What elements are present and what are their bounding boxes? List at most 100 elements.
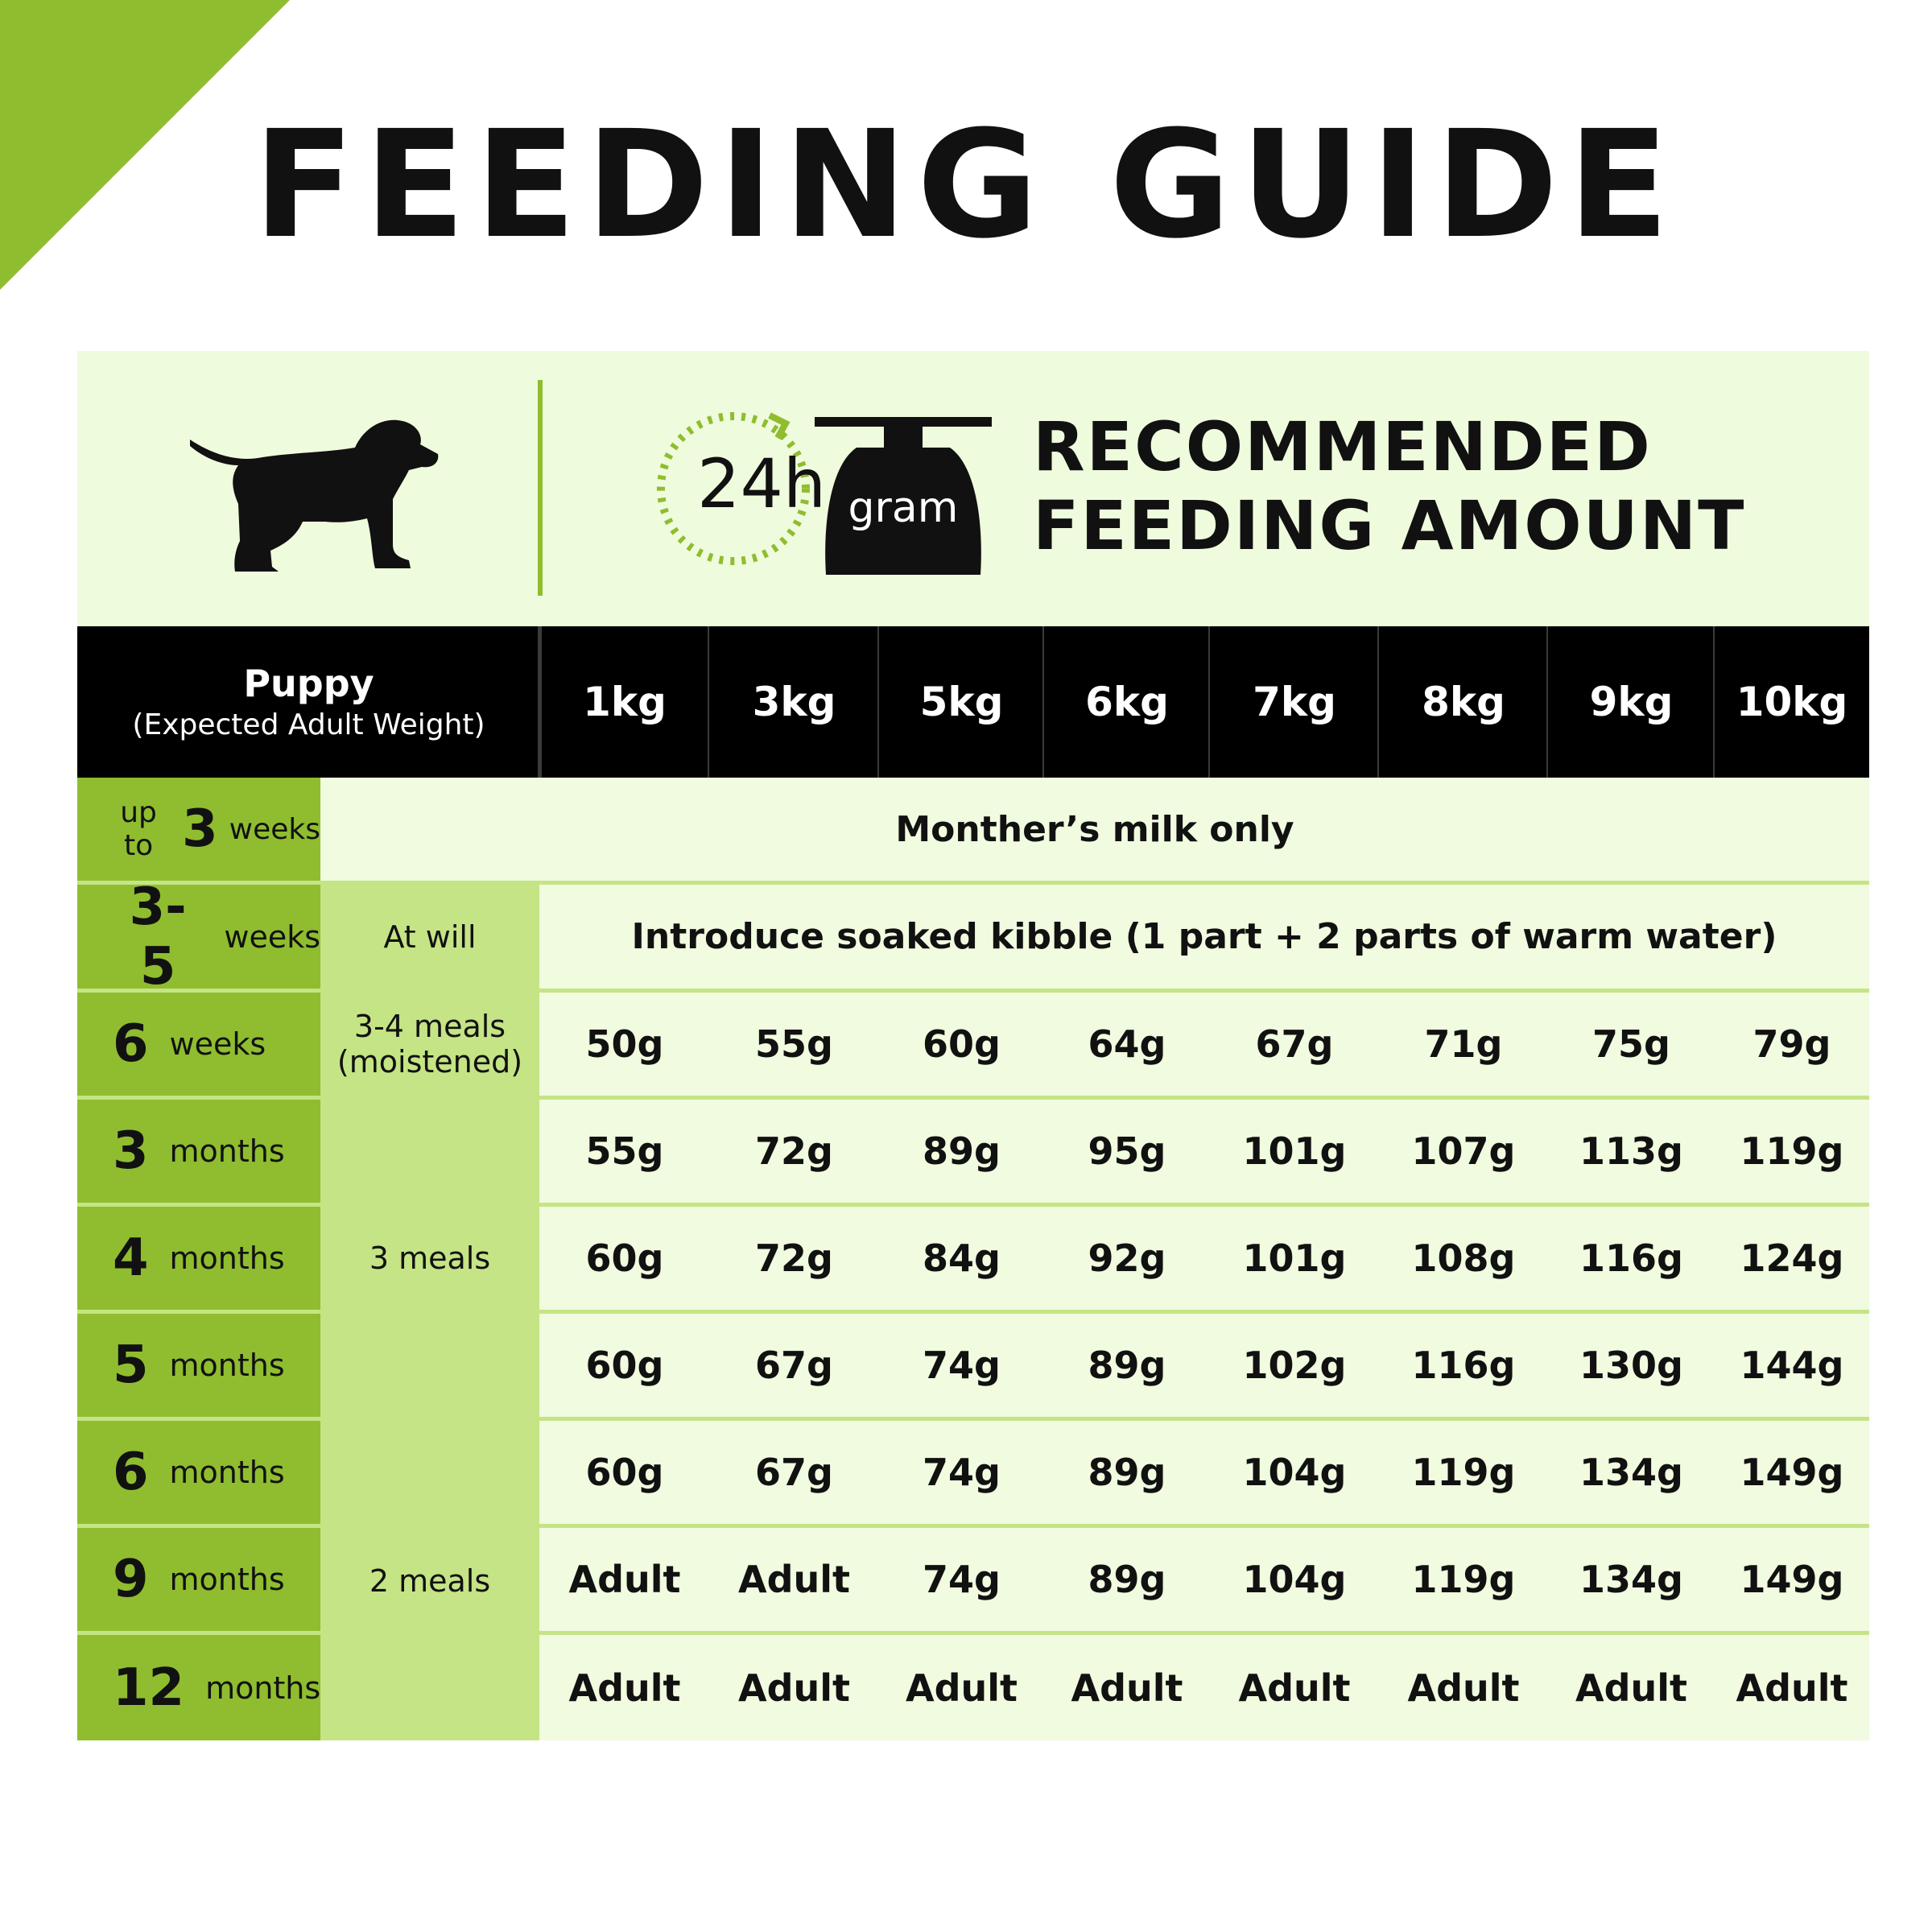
weight-header-label: 9kg — [1589, 679, 1674, 725]
feeding-amount-cell: 72g — [711, 1207, 877, 1310]
age-unit: months — [169, 1133, 285, 1169]
feeding-amount-cell: 50g — [542, 993, 708, 1096]
meal-cell-at-will: At will — [320, 885, 539, 989]
feeding-amount-cell: 71g — [1381, 993, 1546, 1096]
puppy-silhouette-icon — [190, 419, 439, 572]
weight-header-cell: 6kg — [1044, 626, 1210, 778]
feeding-amount-cell: 107g — [1381, 1100, 1546, 1203]
recommended-line-1: RECOMMENDED — [1033, 407, 1652, 486]
meal-cell-3-4-meals: 3-4 meals (moistened) — [320, 993, 539, 1096]
feeding-amount-cell: 60g — [881, 993, 1042, 1096]
feeding-amount-cell: Adult — [881, 1635, 1042, 1740]
header-column-divider — [538, 626, 542, 778]
feeding-amount-cell: 149g — [1716, 1421, 1868, 1524]
row-divider — [77, 1524, 1869, 1528]
feeding-amount-cell: 55g — [711, 993, 877, 1096]
feeding-amount-cell: 64g — [1046, 993, 1208, 1096]
meal-line-2: (moistened) — [336, 1044, 523, 1080]
age-cell-3-5-weeks: 3-5 weeks — [77, 877, 320, 997]
age-number: 6 — [113, 1443, 149, 1502]
age-number: 3 — [182, 799, 218, 859]
feeding-amount-cell: Adult — [711, 1635, 877, 1740]
age-unit: months — [169, 1241, 285, 1276]
age-unit: months — [169, 1562, 285, 1597]
feeding-amount-cell: 124g — [1716, 1207, 1868, 1310]
scale-icon: gram — [815, 417, 992, 575]
feeding-amount-cell: 89g — [1046, 1528, 1208, 1631]
weight-header-label: 3kg — [752, 679, 836, 725]
age-unit: months — [205, 1670, 321, 1706]
row-divider — [77, 1096, 1869, 1100]
clock-label: 24h — [697, 444, 826, 523]
weight-header-cell: 10kg — [1715, 626, 1869, 778]
feeding-amount-cell: 116g — [1550, 1207, 1713, 1310]
feeding-amount-cell: Adult — [711, 1528, 877, 1631]
feeding-amount-cell: 108g — [1381, 1207, 1546, 1310]
age-cell: 5 months — [77, 1314, 320, 1417]
weight-header-label: 7kg — [1253, 679, 1336, 725]
feeding-amount-cell: 72g — [711, 1100, 877, 1203]
feeding-amount-cell: 130g — [1550, 1314, 1713, 1417]
feeding-amount-cell: 79g — [1716, 993, 1868, 1096]
feeding-amount-cell: 116g — [1381, 1314, 1546, 1417]
meal-cell-2-meals: 2 meals — [320, 1421, 539, 1740]
weight-header-cell: 5kg — [879, 626, 1044, 778]
age-cell: 9 months — [77, 1528, 320, 1631]
row-divider — [77, 1417, 1869, 1421]
feeding-amount-cell: 84g — [881, 1207, 1042, 1310]
feeding-amount-cell: Adult — [1046, 1635, 1208, 1740]
weight-header-label: 1kg — [583, 679, 667, 725]
row-divider — [77, 1631, 1869, 1635]
feeding-amount-cell: 102g — [1212, 1314, 1377, 1417]
age-unit: weeks — [169, 1026, 266, 1062]
feeding-amount-cell: 74g — [881, 1528, 1042, 1631]
weight-header-label: 6kg — [1085, 679, 1169, 725]
feeding-amount-cell: 104g — [1212, 1421, 1377, 1524]
feeding-guide-table: 24h gram RECOMMENDED FEEDING AMOUNT Pupp… — [77, 351, 1869, 1740]
age-cell-up-to-3-weeks: up to 3 weeks — [77, 778, 320, 881]
feeding-amount-cell: Adult — [1381, 1635, 1546, 1740]
weight-header-label: 5kg — [919, 679, 1004, 725]
row-divider — [77, 1310, 1869, 1314]
age-cell: 6 months — [77, 1421, 320, 1524]
feeding-amount-cell: 67g — [711, 1314, 877, 1417]
age-prefix: up to — [120, 796, 157, 862]
weight-header-cell: 7kg — [1210, 626, 1379, 778]
age-cell: 3 months — [77, 1100, 320, 1203]
feeding-amount-cell: 134g — [1550, 1421, 1713, 1524]
age-number: 6 — [113, 1014, 149, 1074]
age-cell: 4 months — [77, 1207, 320, 1310]
feeding-amount-cell: 67g — [1212, 993, 1377, 1096]
feeding-amount-cell: 101g — [1212, 1100, 1377, 1203]
recommended-feeding-title: RECOMMENDED FEEDING AMOUNT — [1033, 407, 1838, 565]
feeding-amount-cell: 60g — [542, 1421, 708, 1524]
age-number: 3-5 — [129, 877, 187, 997]
weight-header-label: 8kg — [1422, 679, 1505, 725]
feeding-amount-cell: 119g — [1381, 1421, 1546, 1524]
feeding-amount-cell: 74g — [881, 1421, 1042, 1524]
weight-header-cell: 9kg — [1548, 626, 1715, 778]
header-band: 24h gram RECOMMENDED FEEDING AMOUNT — [77, 351, 1869, 626]
feeding-amount-cell: Adult — [1212, 1635, 1377, 1740]
row-divider — [77, 881, 1869, 885]
weight-header-cell: 1kg — [540, 626, 709, 778]
feeding-amount-cell: 89g — [1046, 1421, 1208, 1524]
age-unit: weeks — [224, 919, 320, 955]
feeding-amount-cell: 60g — [542, 1314, 708, 1417]
feeding-amount-cell: 67g — [711, 1421, 877, 1524]
age-unit: months — [169, 1455, 285, 1490]
weight-header-label: 10kg — [1736, 679, 1848, 725]
puppy-header-cell: Puppy (Expected Adult Weight) — [77, 626, 540, 778]
feeding-amount-cell: 75g — [1550, 993, 1713, 1096]
age-number: 9 — [113, 1550, 149, 1609]
row-divider — [77, 1203, 1869, 1207]
age-number: 5 — [113, 1335, 149, 1395]
age-unit: weeks — [229, 812, 320, 846]
meal-cell-3-meals: 3 meals — [320, 1100, 539, 1417]
feeding-amount-cell: Adult — [542, 1528, 708, 1631]
mothers-milk-cell: Monther’s milk only — [320, 778, 1869, 881]
feeding-amount-cell: Adult — [1550, 1635, 1713, 1740]
feeding-amount-cell: 55g — [542, 1100, 708, 1203]
age-number: 3 — [113, 1121, 149, 1181]
scale-label: gram — [848, 484, 959, 532]
